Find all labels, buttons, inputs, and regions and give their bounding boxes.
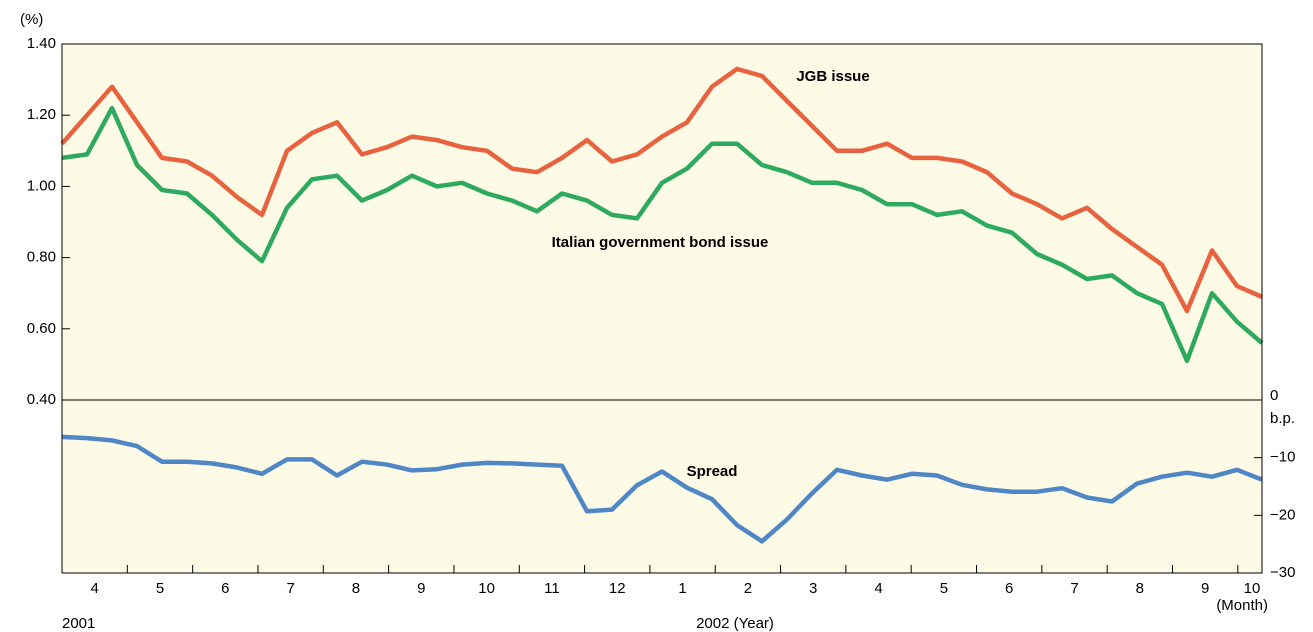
y-unit: (%) bbox=[20, 11, 43, 28]
x-tick-label: 2 bbox=[744, 580, 752, 597]
y-tick-label: 1.00 bbox=[27, 177, 56, 194]
x-tick-label: 12 bbox=[609, 580, 626, 597]
x-tick-label: 9 bbox=[1201, 580, 1209, 597]
y-tick-label: 0.40 bbox=[27, 391, 56, 408]
series-annotation: JGB issue bbox=[796, 68, 869, 85]
x-tick-label: 5 bbox=[940, 580, 948, 597]
x-tick-label: 9 bbox=[417, 580, 425, 597]
x-tick-label: 6 bbox=[1005, 580, 1013, 597]
x-tick-label: 4 bbox=[90, 580, 98, 597]
plot-frame bbox=[61, 43, 1263, 574]
x-tick-label: 8 bbox=[1136, 580, 1144, 597]
x-tick-label: 7 bbox=[286, 580, 294, 597]
series-line bbox=[60, 66, 1263, 314]
series-line bbox=[61, 105, 1264, 364]
x-tick-label: 6 bbox=[221, 580, 229, 597]
x-tick-label: 4 bbox=[874, 580, 882, 597]
series-annotation: Italian government bond issue bbox=[552, 234, 769, 251]
x-tick-label: 7 bbox=[1070, 580, 1078, 597]
x-tick-label: 1 bbox=[678, 580, 686, 597]
y-tick-label: 0.80 bbox=[27, 249, 56, 266]
y-tick-label: 1.40 bbox=[27, 35, 56, 52]
x-tick-label: 10 bbox=[1244, 580, 1261, 597]
series-annotation: Spread bbox=[687, 463, 738, 480]
x-tick-label: 11 bbox=[544, 580, 560, 597]
series-line bbox=[61, 434, 1263, 544]
y-tick-label: 1.20 bbox=[27, 106, 56, 123]
x-tick-label: 5 bbox=[156, 580, 164, 597]
year-label: 2001 bbox=[62, 615, 95, 632]
y2-unit: b.p. bbox=[1270, 410, 1295, 427]
y2-tick-label: −10 bbox=[1270, 449, 1295, 466]
y-tick-label: 0.60 bbox=[27, 320, 56, 337]
y2-tick-label: −30 bbox=[1270, 564, 1295, 581]
plot-background bbox=[62, 44, 1262, 573]
x-unit: (Month) bbox=[1216, 597, 1268, 614]
y2-tick-label: −20 bbox=[1270, 506, 1295, 523]
y2-tick-label: 0 bbox=[1270, 387, 1278, 404]
x-tick-label: 10 bbox=[478, 580, 495, 597]
year-label: 2002 (Year) bbox=[696, 615, 774, 632]
x-tick-label: 3 bbox=[809, 580, 817, 597]
x-tick-label: 8 bbox=[352, 580, 360, 597]
